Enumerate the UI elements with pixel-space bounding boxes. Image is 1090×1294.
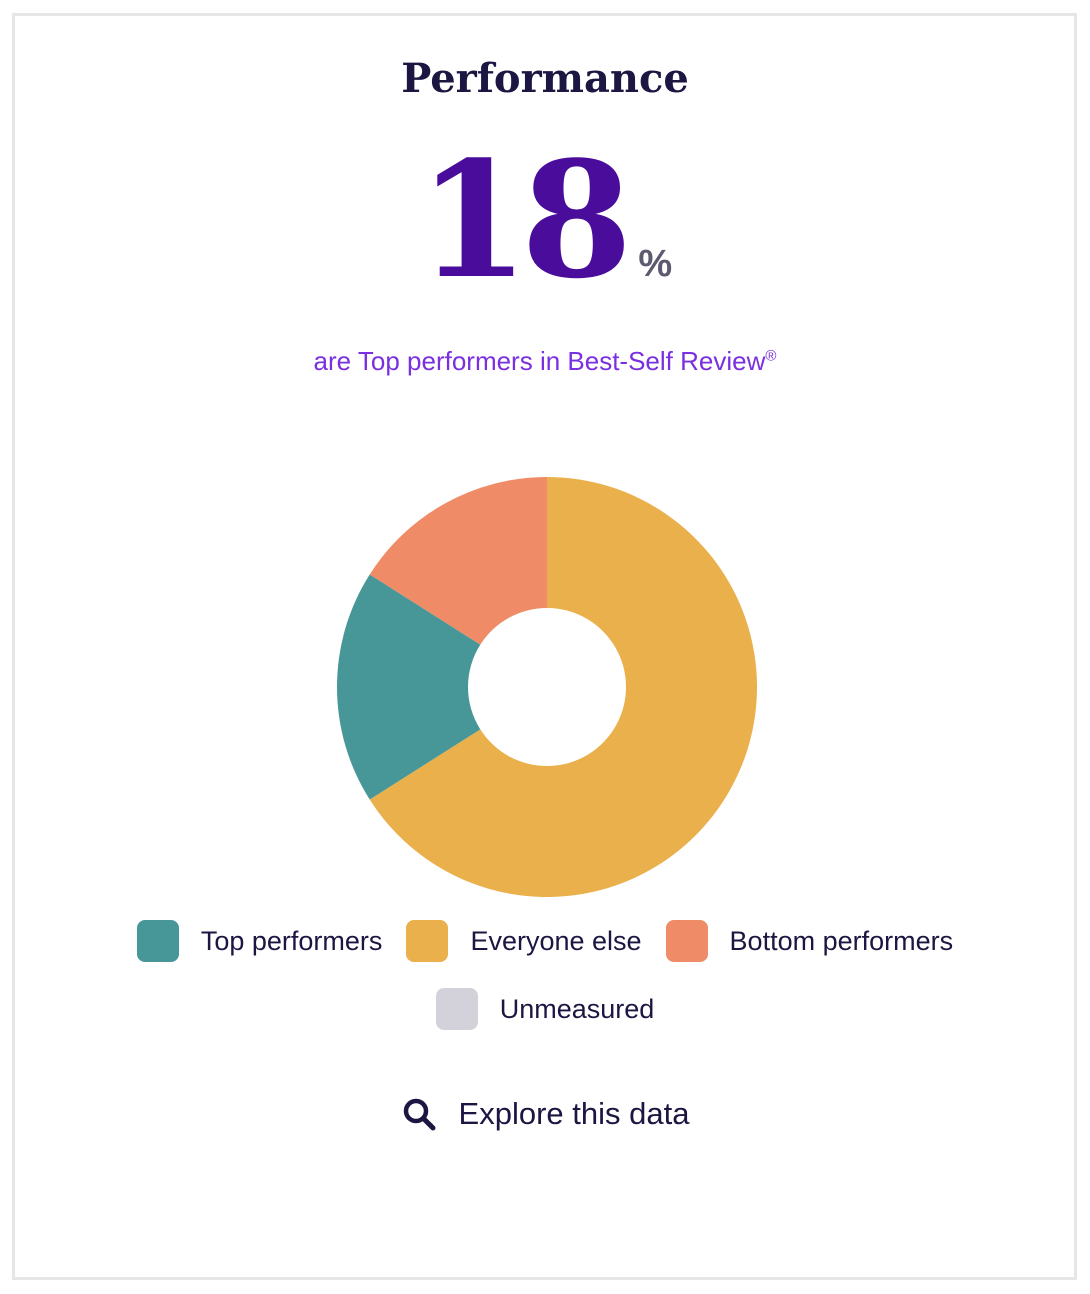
headline-stat: 18% [0,140,1090,300]
legend-item-bottom-performers: Bottom performers [665,920,954,962]
chart-legend-row-2: Unmeasured [0,988,1090,1030]
legend-label: Everyone else [470,925,642,956]
registered-mark: ® [765,347,777,365]
legend-item-everyone-else: Everyone else [406,920,642,962]
headline-caption: are Top performers in Best-Self Review® [0,346,1090,377]
legend-item-top-performers: Top performers [136,920,383,962]
legend-swatch [665,920,708,962]
donut-slice-everyone-else[interactable] [369,477,757,897]
card-title: Performance [401,55,689,102]
legend-label: Top performers [200,925,383,956]
legend-label: Unmeasured [499,993,655,1024]
legend-label: Bottom performers [729,925,954,956]
performance-card [12,13,1077,1280]
legend-swatch [406,920,449,962]
legend-item-unmeasured: Unmeasured [435,988,655,1030]
donut-slice-bottom-performers[interactable] [369,477,547,645]
explore-data-link[interactable]: Explore this data [0,1096,1090,1132]
explore-label: Explore this data [458,1096,690,1131]
headline-unit: % [638,243,673,285]
performance-donut-chart [337,477,757,897]
chart-legend: Top performers Everyone else Bottom perf… [0,920,1090,962]
headline-value: 18 [417,126,633,314]
legend-swatch [136,920,179,962]
caption-text: are Top performers in Best-Self Review [313,346,766,376]
donut-slice-top-performers[interactable] [337,574,481,800]
legend-swatch [435,988,478,1030]
search-icon [403,1098,436,1131]
